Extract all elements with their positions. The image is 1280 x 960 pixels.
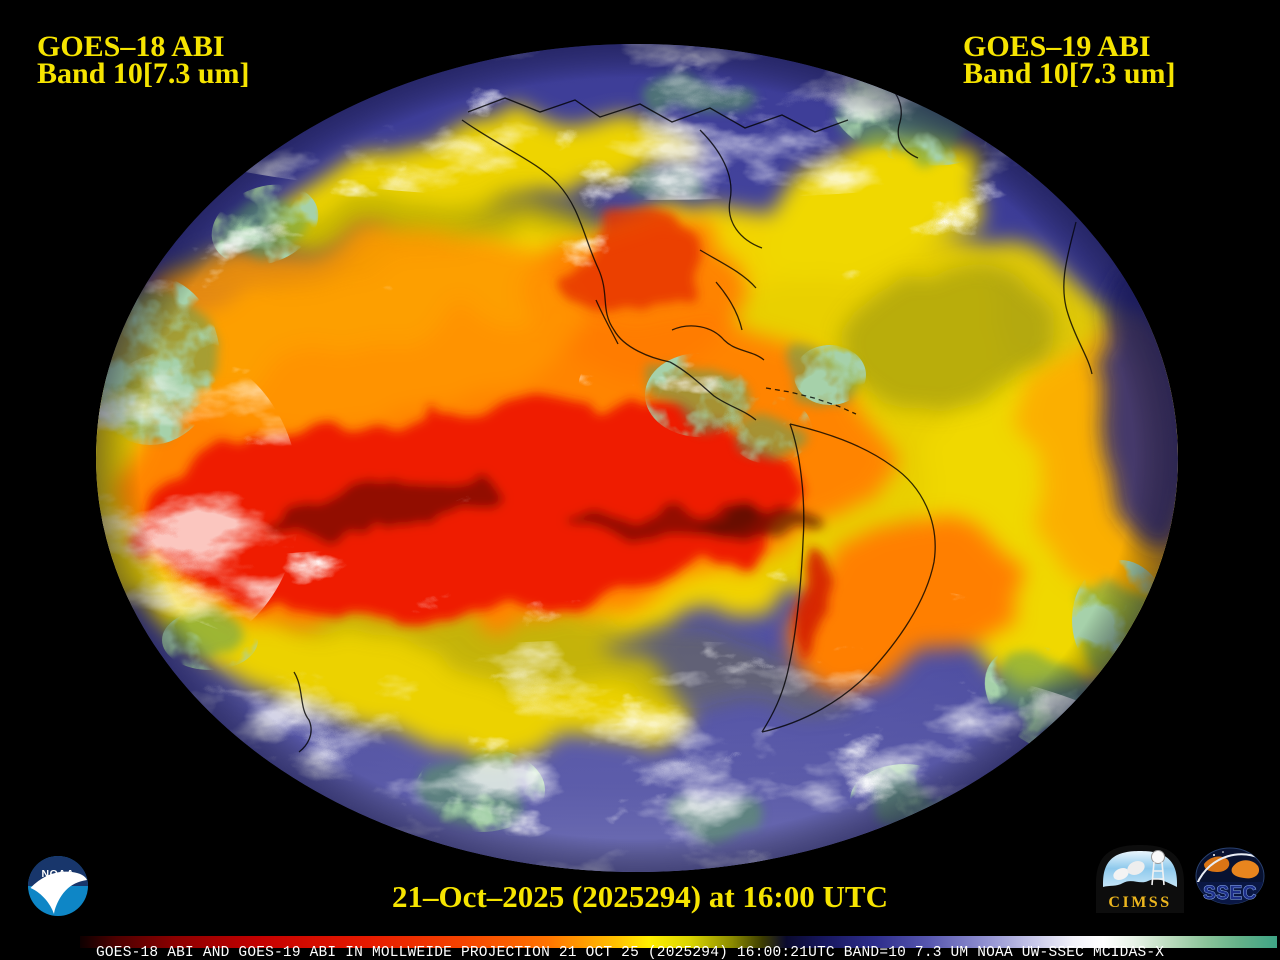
footer-annotation: GOES-18 ABI AND GOES-19 ABI IN MOLLWEIDE…	[96, 945, 1165, 960]
noaa-logo: NOAA	[28, 856, 88, 916]
cimss-logo-text: CIMSS	[1108, 894, 1171, 911]
cimss-logo: CIMSS	[1096, 845, 1184, 913]
noaa-logo-text: NOAA	[42, 868, 75, 880]
water-vapor-colorbar	[80, 936, 1277, 948]
ssec-logo: SSEC	[1195, 847, 1265, 905]
goes19-title-line1: GOES–19 ABI	[963, 30, 1151, 63]
goes18-title: GOES–18 ABI Band 10[7.3 um]	[37, 30, 250, 90]
goes18-title-line1: GOES–18 ABI	[37, 30, 225, 63]
ssec-logo-text: SSEC	[1203, 883, 1257, 904]
timestamp-caption: 21–Oct–2025 (2025294) at 16:00 UTC	[392, 879, 888, 914]
goes19-title: GOES–19 ABI Band 10[7.3 um]	[963, 30, 1176, 90]
globe-imagery	[96, 44, 1178, 872]
goes19-title-line2: Band 10[7.3 um]	[963, 57, 1176, 90]
goes18-title-line2: Band 10[7.3 um]	[37, 57, 250, 90]
